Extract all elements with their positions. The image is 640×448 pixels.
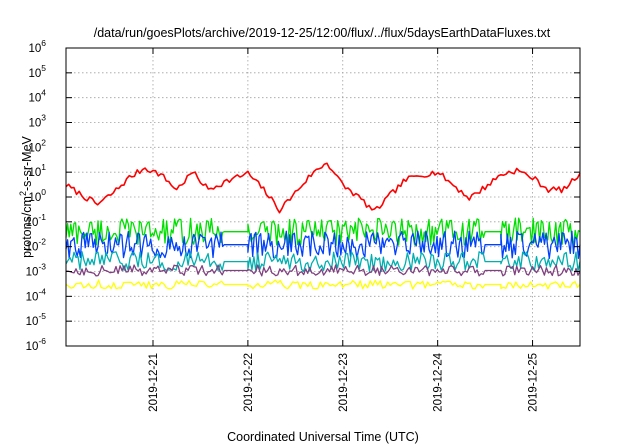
y-tick-base: 10 — [26, 291, 39, 303]
series-line — [65, 162, 581, 214]
y-axis-label: protons/cm2-s-sr-MeV — [18, 135, 34, 257]
grid-lines — [66, 48, 580, 346]
y-tick-exponent: 0 — [41, 187, 46, 197]
y-tick-exponent: -3 — [38, 262, 46, 272]
x-tick-label: 2019-12-24 — [433, 352, 445, 411]
y-tick-label: 104 — [28, 88, 46, 105]
y-tick-exponent: -2 — [38, 237, 46, 247]
y-axis-label-superscript: 2 — [18, 191, 28, 196]
y-tick-base: 10 — [28, 142, 41, 154]
y-tick-base: 10 — [26, 242, 39, 254]
y-tick-exponent: 6 — [41, 38, 46, 48]
y-tick-label: 100 — [28, 187, 46, 204]
y-tick-base: 10 — [28, 43, 41, 55]
y-tick-base: 10 — [26, 217, 39, 229]
y-tick-base: 10 — [28, 118, 41, 130]
y-tick-base: 10 — [28, 68, 41, 80]
y-tick-base: 10 — [28, 167, 41, 179]
series-line — [65, 251, 581, 273]
y-axis-label-rest: -s-sr-MeV — [20, 135, 34, 191]
y-tick-base: 10 — [28, 93, 41, 105]
y-tick-base: 10 — [28, 192, 41, 204]
series-line — [65, 217, 581, 246]
y-tick-exponent: -4 — [38, 286, 46, 296]
y-tick-label: 103 — [28, 113, 46, 130]
series-line — [65, 279, 581, 290]
y-tick-label: 10-5 — [26, 311, 47, 328]
y-axis-label-main: protons/cm — [20, 196, 34, 258]
x-axis-ticks: 2019-12-21 2019-12-22 2019-12-23 2019-12-24… — [148, 48, 540, 412]
y-tick-base: 10 — [26, 267, 39, 279]
data-series — [65, 162, 581, 290]
y-tick-label: 10-4 — [26, 286, 47, 303]
series-line — [65, 230, 581, 260]
x-tick-label: 2019-12-25 — [528, 353, 540, 412]
y-tick-exponent: -5 — [38, 311, 46, 321]
series-line — [66, 264, 581, 277]
x-axis-label: Coordinated Universal Time (UTC) — [227, 430, 419, 444]
y-tick-exponent: -6 — [38, 336, 46, 346]
chart-title: /data/run/goesPlots/archive/2019-12-25/1… — [94, 26, 551, 40]
y-tick-exponent: 2 — [41, 137, 46, 147]
x-tick-label: 2019-12-21 — [148, 353, 160, 412]
y-tick-label: 106 — [28, 38, 46, 55]
y-tick-label: 102 — [28, 137, 46, 154]
y-tick-label: 10-3 — [26, 262, 47, 279]
y-tick-label: 101 — [28, 162, 46, 179]
y-tick-exponent: 4 — [41, 88, 46, 98]
y-tick-base: 10 — [26, 341, 39, 353]
y-tick-label: 10-6 — [26, 336, 47, 353]
y-tick-base: 10 — [26, 316, 39, 328]
x-tick-label: 2019-12-23 — [338, 353, 350, 412]
y-tick-label: 105 — [28, 63, 46, 80]
y-tick-label: 10-2 — [26, 237, 47, 254]
y-tick-exponent: 5 — [41, 63, 46, 73]
y-axis-ticks: 10610510410310210110010-110-210-310-410-… — [26, 38, 580, 353]
y-tick-label: 10-1 — [26, 212, 47, 229]
x-tick-label: 2019-12-22 — [243, 353, 255, 412]
y-tick-exponent: 1 — [41, 162, 46, 172]
y-tick-exponent: 3 — [41, 113, 46, 123]
y-tick-exponent: -1 — [38, 212, 46, 222]
